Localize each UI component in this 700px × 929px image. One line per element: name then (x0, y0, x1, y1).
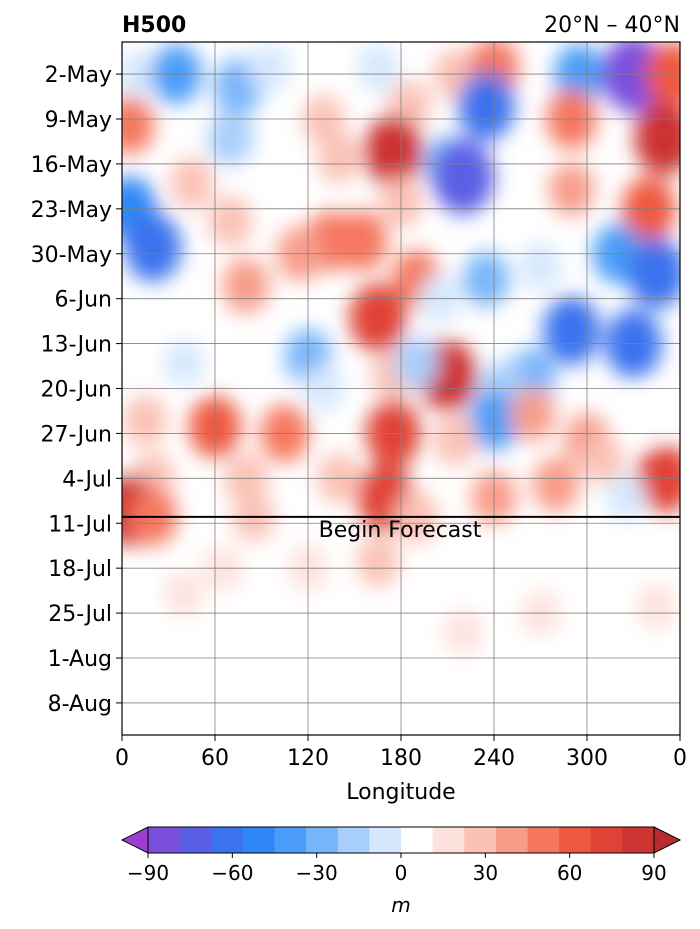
colorbar-tick-label: 0 (395, 861, 408, 885)
x-axis-ticks: 0 60 120 180 240 300 0 (115, 735, 687, 771)
anomaly-blob (124, 213, 182, 282)
x-axis-label: Longitude (346, 780, 455, 805)
anomaly-blob (462, 251, 510, 308)
anomaly-blob (207, 111, 254, 165)
y-axis-ticks: 2-May 9-May 16-May 23-May 30-May 6-Jun 13-Jun 2… (31, 63, 122, 717)
y-tick-label: 18-Jul (48, 557, 112, 582)
colorbar-tick-label: −30 (296, 861, 338, 885)
anomaly-blob (356, 43, 399, 93)
anomaly-blob (337, 211, 388, 271)
anomaly-blob (443, 609, 483, 655)
colorbar-segment (590, 827, 623, 853)
anomaly-blob (509, 387, 556, 441)
colorbar: −90 −60 −30 0 30 60 90 (120, 826, 682, 885)
colorbar-segment (211, 827, 244, 853)
anomaly-blob (634, 101, 680, 175)
colorbar-tick-label: −60 (211, 861, 253, 885)
y-tick-label: 20-Jun (40, 378, 112, 403)
colorbar-tick-label: 60 (557, 861, 582, 885)
anomaly-blob (164, 571, 204, 617)
anomaly-blob (394, 337, 439, 389)
colorbar-tick-label: 90 (641, 861, 666, 885)
y-tick-label: 11-Jul (48, 512, 112, 537)
y-tick-label: 8-Aug (48, 692, 112, 717)
anomaly-blob (349, 283, 407, 353)
colorbar-segment (306, 827, 339, 853)
anomaly-blob (457, 71, 515, 141)
colorbar-segment (559, 827, 592, 853)
x-tick-label: 180 (380, 746, 422, 771)
y-tick-label: 1-Aug (48, 647, 112, 672)
colorbar-tick-label: 30 (473, 861, 498, 885)
anomaly-blob (548, 162, 595, 217)
chart-title: H500 (122, 13, 186, 38)
x-tick-label: 120 (287, 746, 329, 771)
colorbar-segment (432, 827, 465, 853)
y-tick-label: 30-May (31, 243, 112, 268)
colorbar-segment (369, 827, 402, 853)
x-tick-label: 0 (115, 746, 129, 771)
colorbar-segment (622, 827, 655, 853)
anomaly-blob (629, 398, 669, 443)
anomaly-blob (248, 43, 291, 93)
anomaly-blob (433, 414, 478, 466)
anomaly-blob (356, 536, 400, 587)
anomaly-blob (543, 296, 600, 366)
colorbar-segment (148, 827, 181, 853)
colorbar-tick-label: −90 (127, 861, 169, 885)
colorbar-segment (179, 827, 212, 853)
colorbar-segment (527, 827, 560, 853)
y-tick-label: 9-May (45, 108, 112, 133)
anomaly-blob (169, 157, 214, 209)
y-tick-label: 6-Jun (54, 288, 112, 313)
x-tick-label: 60 (201, 746, 229, 771)
anomaly-blob (432, 139, 494, 215)
x-tick-label: 300 (566, 746, 608, 771)
y-tick-label: 2-May (45, 63, 112, 88)
colorbar-label: m (391, 893, 410, 917)
anomaly-blob (364, 115, 423, 187)
y-tick-label: 13-Jun (40, 333, 112, 358)
colorbar-extend-min (120, 826, 149, 854)
chart-subtitle: 20°N – 40°N (544, 13, 680, 38)
anomaly-blob (122, 96, 155, 155)
anomaly-blob (222, 258, 270, 314)
anomaly-blob (532, 457, 580, 513)
colorbar-segment (274, 827, 307, 853)
y-tick-label: 23-May (31, 198, 112, 223)
colorbar-segment (464, 827, 497, 853)
anomaly-blob (519, 242, 562, 291)
colorbar-segment (495, 827, 528, 853)
anomaly-blob (317, 132, 361, 183)
grid (122, 42, 680, 735)
anomaly-blob (636, 583, 677, 630)
colorbar-segment (401, 827, 434, 853)
y-tick-label: 4-Jul (62, 467, 112, 492)
y-tick-label: 27-Jun (40, 422, 112, 447)
anomaly-blob (605, 474, 647, 521)
anomaly-blob (581, 434, 624, 484)
x-tick-label: 0 (673, 746, 687, 771)
y-tick-label: 16-May (31, 153, 112, 178)
x-tick-label: 240 (473, 746, 515, 771)
colorbar-segment (337, 827, 370, 853)
anomaly-blob (627, 237, 680, 309)
anomaly-blob (123, 395, 168, 447)
colorbar-segment (242, 827, 275, 853)
forecast-label: Begin Forecast (319, 518, 482, 543)
y-tick-label: 25-Jul (48, 602, 112, 627)
anomaly-blob (163, 339, 205, 387)
colorbar-extend-max (653, 826, 682, 854)
